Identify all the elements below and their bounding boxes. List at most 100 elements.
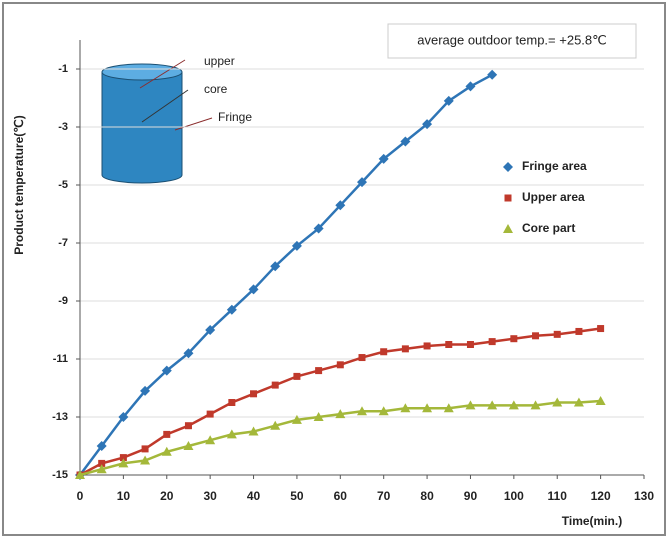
marker [380, 348, 388, 356]
y-tick-label: -3 [58, 121, 68, 133]
marker [443, 403, 454, 413]
y-tick-label: -5 [58, 179, 68, 191]
marker [228, 399, 236, 406]
marker [378, 153, 389, 164]
marker [96, 464, 107, 474]
marker [248, 284, 259, 295]
marker [335, 200, 346, 211]
annotation-box [387, 23, 637, 59]
marker [291, 414, 302, 424]
marker [140, 455, 151, 465]
x-tick-label: 30 [203, 489, 217, 503]
series-line [78, 73, 493, 476]
marker [119, 454, 127, 462]
marker [357, 406, 367, 416]
x-tick-label: 10 [117, 489, 131, 503]
marker [503, 224, 513, 233]
y-tick-label: -1 [58, 63, 68, 75]
y-tick-label: -7 [58, 237, 68, 249]
marker [487, 69, 498, 80]
marker [465, 400, 476, 410]
marker [552, 397, 563, 407]
marker [270, 261, 281, 272]
marker [141, 445, 149, 453]
x-tick-label: 110 [548, 489, 568, 503]
marker [378, 406, 389, 416]
marker [400, 136, 411, 147]
marker [118, 412, 129, 422]
x-tick-label: 40 [247, 489, 261, 503]
marker [248, 426, 259, 436]
diagram-label: upper [204, 54, 235, 68]
marker [226, 304, 237, 315]
marker [465, 81, 476, 92]
marker [313, 223, 324, 234]
marker [508, 400, 519, 410]
marker [96, 441, 107, 451]
marker [358, 354, 366, 362]
marker [357, 177, 367, 188]
marker [313, 412, 324, 421]
marker [161, 365, 172, 376]
diagram-label: core [204, 82, 228, 96]
marker [466, 341, 474, 348]
marker [315, 367, 323, 375]
marker [335, 409, 346, 419]
marker [293, 372, 301, 380]
marker [510, 335, 518, 343]
marker [161, 446, 172, 456]
marker [270, 420, 281, 430]
x-tick-label: 130 [634, 489, 654, 503]
annotation: average outdoor temp.= +25.8℃ [417, 32, 607, 47]
marker [183, 441, 194, 450]
x-tick-label: 0 [77, 489, 84, 503]
marker [250, 390, 258, 398]
marker [226, 429, 237, 439]
marker [530, 400, 541, 410]
marker [532, 332, 540, 340]
x-tick-label: 100 [504, 489, 524, 503]
marker [573, 397, 584, 407]
y-tick-label: -9 [58, 295, 68, 307]
marker [184, 422, 192, 430]
marker [504, 194, 512, 202]
marker [487, 400, 498, 410]
marker [553, 330, 561, 338]
x-tick-label: 70 [377, 489, 391, 503]
marker [205, 435, 216, 445]
marker [163, 430, 171, 438]
marker [443, 95, 454, 106]
marker [575, 327, 583, 335]
marker [183, 348, 194, 359]
marker [445, 341, 453, 348]
x-tick-label: 90 [464, 489, 478, 503]
marker [503, 162, 513, 172]
marker [422, 403, 433, 413]
legend-label: Core part [522, 221, 575, 235]
y-tick-label: -13 [52, 411, 68, 423]
marker [271, 381, 279, 389]
marker [597, 325, 605, 333]
marker [336, 361, 344, 369]
marker [400, 403, 411, 413]
marker [488, 338, 496, 346]
legend-label: Upper area [522, 190, 585, 204]
y-tick-label: -11 [53, 353, 68, 365]
x-tick-label: 50 [290, 489, 304, 503]
marker [423, 342, 431, 350]
x-tick-label: 20 [160, 489, 174, 503]
marker [75, 470, 85, 479]
x-tick-label: 60 [334, 489, 348, 503]
x-axis-label: Time(min.) [562, 514, 622, 528]
marker [206, 410, 214, 418]
marker [140, 385, 151, 396]
marker [595, 396, 606, 406]
marker [205, 325, 216, 335]
y-axis-label: Product temperature(℃) [12, 115, 26, 255]
marker [401, 345, 409, 353]
marker [291, 240, 302, 251]
diagram-label: Fringe [218, 110, 252, 124]
x-tick-label: 120 [591, 489, 611, 503]
marker [422, 119, 433, 130]
